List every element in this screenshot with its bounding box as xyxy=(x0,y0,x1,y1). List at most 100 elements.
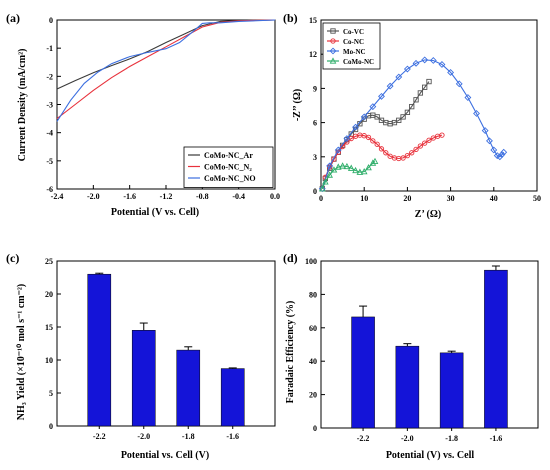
panel-b-series-point xyxy=(403,65,411,73)
panel-c-ylabel: NH₃ Yield (×10⁻¹⁰ mol s⁻¹ cm⁻²) xyxy=(16,284,27,421)
panel-a-legend-box xyxy=(183,146,274,188)
panel-c-plot-frame xyxy=(56,260,276,427)
panel-c-ytick-label: 15 xyxy=(45,323,53,332)
panel-b-series-point xyxy=(412,59,420,67)
panel-a-ytick-label: 0 xyxy=(49,16,53,25)
panel-b-series-point xyxy=(370,138,376,144)
panel-d-ytick-label: 0 xyxy=(313,424,317,433)
panel-b-series-point xyxy=(383,150,389,156)
panel-b-ytick-label: 6 xyxy=(313,119,317,128)
panel-b-series-point xyxy=(318,185,326,192)
panel-a-ylabel-text: Current Density (mA/cm²) xyxy=(17,49,28,162)
panel-b-series-point xyxy=(409,103,415,110)
panel-b-series-point xyxy=(438,61,446,68)
panel-b-xtick-label: 30 xyxy=(447,194,455,203)
panel-b-series-point xyxy=(426,78,432,85)
panel-d-ytick-label: 40 xyxy=(309,357,317,366)
panel-b-series-point xyxy=(339,162,346,169)
panel-b-series-point xyxy=(365,163,372,171)
panel-c-ytick-label: 25 xyxy=(45,257,53,266)
panel-d-ytick-label: 20 xyxy=(309,391,317,400)
panel-a-ytick-label: -2 xyxy=(46,72,53,81)
panel-b-series-point xyxy=(352,123,359,131)
panel-b-series-point xyxy=(387,153,393,159)
panel-a-ytick-label: -6 xyxy=(46,185,53,194)
panel-b-series-point xyxy=(500,148,508,156)
panel-a-xtick-label: -2.0 xyxy=(87,192,100,201)
panel-b-series-point xyxy=(321,178,329,185)
panel-a: -2.4 -2.0 -1.6 -1.2 -0.8 -0.4 0.0 -6 -5 -4 -3 -2 -1 0… xyxy=(6,11,280,218)
panel-a-xtick-label: -0.4 xyxy=(232,192,245,201)
panel-c-xtick-label: -2.0 xyxy=(137,432,150,441)
panel-b-series-point xyxy=(396,117,402,123)
panel-b-series-point xyxy=(409,150,415,156)
panel-c-xlabel: Potential vs. Cell (V) xyxy=(121,450,209,461)
panel-d-xtick-label: -2.2 xyxy=(357,434,370,443)
panel-b-series-point xyxy=(447,69,455,76)
panel-b-series-point xyxy=(374,141,380,147)
panel-a-series-line xyxy=(56,19,276,120)
panel-c-bar xyxy=(176,349,201,427)
panel-d-xtick-label: -1.8 xyxy=(445,434,458,443)
panel-c-xtick-label: -1.6 xyxy=(226,432,239,441)
panel-b-series-point xyxy=(378,146,385,152)
panel-d-ylabel: Faradaic Efficiency (%) xyxy=(285,301,296,404)
panel-b-series-point xyxy=(455,80,463,88)
panel-b-series-point xyxy=(422,84,428,90)
panel-b-xtick-label: 50 xyxy=(533,194,541,203)
panel-c-bar xyxy=(131,330,156,427)
panel-c-label: (c) xyxy=(6,251,19,265)
panel-c-ytick-label: 20 xyxy=(45,290,53,299)
panel-b-series-point xyxy=(413,97,419,103)
panel-d-label: (d) xyxy=(283,251,298,265)
panel-b-ytick-label: 0 xyxy=(313,187,317,196)
panel-d-bar xyxy=(484,269,508,429)
panel-b-series-line xyxy=(321,81,430,189)
panel-b-legend-marker xyxy=(329,47,337,55)
panel-b-label: (b) xyxy=(283,11,298,25)
panel-b-xtick-label: 40 xyxy=(490,194,498,203)
panel-a-xtick-label: 0.0 xyxy=(270,192,280,201)
panel-d-xlabel: Potential (V) vs. Cell xyxy=(386,450,475,461)
panel-b-series-point xyxy=(464,94,472,101)
panel-b-series-point xyxy=(326,171,333,178)
panel-b-series-point xyxy=(318,185,326,193)
panel-b-legend-label: CoMo-NC xyxy=(343,58,374,66)
panel-b-series-point xyxy=(374,114,380,120)
panel-a-ytick-label: -5 xyxy=(46,157,53,166)
panel-d-ytick-label: 80 xyxy=(309,290,317,299)
panel-b-series-point xyxy=(400,114,406,120)
panel-b-legend-marker xyxy=(329,57,337,64)
panel-b-series-point xyxy=(360,167,368,175)
panel-b-legend-label: Mo-NC xyxy=(343,48,366,56)
panel-b-ytick-label: 3 xyxy=(313,153,317,162)
panel-c-ytick-label: 0 xyxy=(49,422,53,431)
panel-b-series-point xyxy=(365,134,372,141)
panel-c-bar xyxy=(87,273,112,427)
panel-b-series-point xyxy=(417,90,424,96)
panel-c-bar xyxy=(220,368,245,427)
panel-b-series-point xyxy=(498,151,506,158)
panel-a-legend-label: CoMo-NC_Ar xyxy=(204,151,253,160)
panel-b-series-point xyxy=(371,157,379,165)
panel-b-series-point xyxy=(343,135,351,142)
panel-b-series-point xyxy=(486,137,493,145)
panel-a-xtick-label: -1.2 xyxy=(160,192,173,201)
panel-c: 0 5 10 15 20 25 -2.2 -2.0 -1.8 -1.6 (c) NH₃ Yield (… xyxy=(6,251,276,461)
panel-b-xlabel: Z’ (Ω) xyxy=(415,209,441,220)
panel-a-ytick-label: -3 xyxy=(46,101,53,110)
panel-b-series-point xyxy=(426,137,432,143)
panel-b-series-point xyxy=(404,153,411,159)
panel-b-series-point xyxy=(404,109,411,115)
panel-b-series-point xyxy=(417,143,424,149)
panel-a-ytick-label: -4 xyxy=(46,129,53,138)
panel-b-series-point xyxy=(413,146,419,153)
panel-b-legend-marker xyxy=(330,38,336,44)
panel-b-series-point xyxy=(481,127,489,135)
panel-b-series-point xyxy=(361,133,367,139)
panel-b-series-point xyxy=(473,110,480,117)
panel-b-series-point xyxy=(400,155,406,161)
panel-a-xtick-label: -2.4 xyxy=(51,192,64,201)
panel-b-series-point xyxy=(490,146,498,154)
